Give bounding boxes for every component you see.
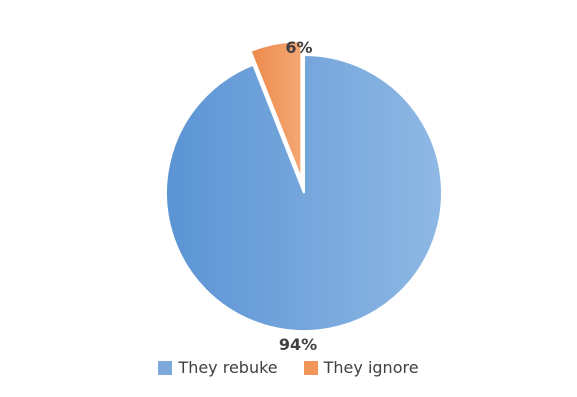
legend-swatch-they-rebuke — [158, 360, 173, 375]
legend-label-they-ignore: They ignore — [323, 358, 419, 377]
pie-slice-they-rebuke — [165, 53, 443, 332]
pie-data-labels: 94% 6% — [279, 38, 317, 354]
legend-item-they-rebuke: They rebuke — [158, 358, 278, 377]
legend-swatch-they-ignore — [303, 360, 318, 375]
data-label-they-ignore: 6% — [285, 38, 312, 57]
pie-slice-they-ignore — [249, 40, 303, 180]
pie-slices — [165, 40, 443, 332]
legend-label-they-rebuke: They rebuke — [178, 358, 278, 377]
legend: They rebuke They ignore — [0, 358, 577, 377]
data-label-they-rebuke: 94% — [279, 335, 317, 354]
legend-item-they-ignore: They ignore — [303, 358, 419, 377]
